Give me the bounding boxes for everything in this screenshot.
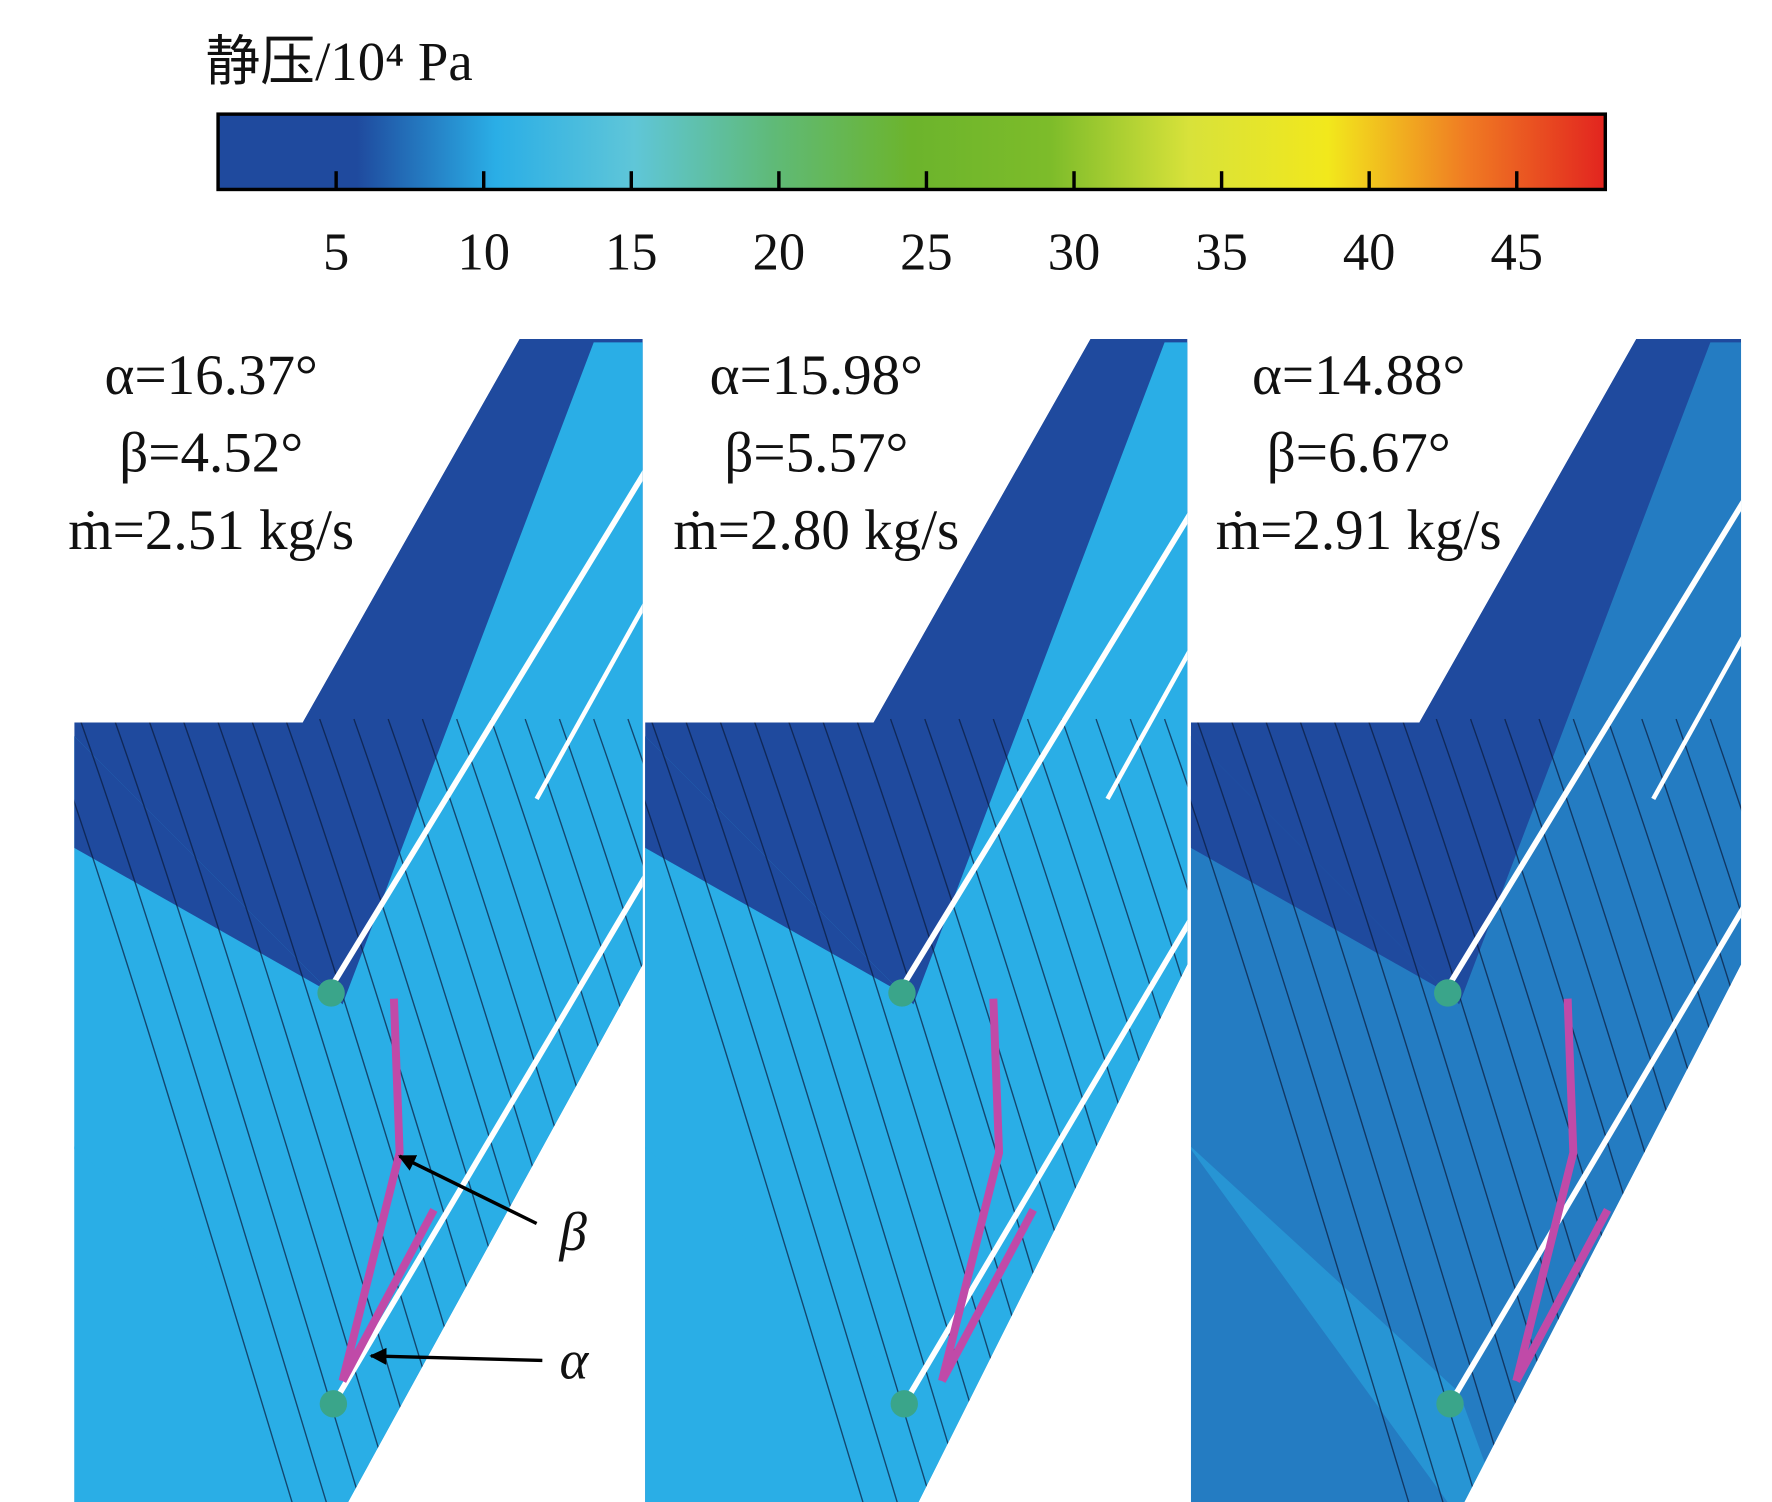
- panel-alpha: α=16.37°: [105, 344, 318, 407]
- contour-line: [79, 718, 332, 1502]
- panel-flow: ṁ=2.91 kg/s: [1216, 499, 1502, 562]
- blade: [1450, 865, 1742, 1400]
- contour-line: [1675, 718, 1742, 1502]
- contour-line: [456, 718, 643, 1502]
- colorbar-tick-label: 15: [605, 223, 658, 281]
- panel-beta: β=6.67°: [1267, 421, 1451, 484]
- contour-line: [1129, 718, 1188, 1502]
- colorbar-tick-label: 10: [457, 223, 510, 281]
- colorbar-tick-label: 30: [1048, 223, 1101, 281]
- panel-beta: β=5.57°: [724, 421, 908, 484]
- contour-line: [558, 718, 643, 1502]
- blade: [328, 460, 643, 989]
- contour-line: [113, 718, 367, 1502]
- blade: [1105, 592, 1188, 801]
- contour-line: [650, 718, 903, 1502]
- panel-alpha: α=14.88°: [1252, 344, 1465, 407]
- colorbar-title: 静压/10⁴ Pa: [206, 31, 473, 92]
- leading-edge: [1434, 979, 1462, 1007]
- contour-line: [1230, 718, 1483, 1502]
- colorbar-tick-label: 45: [1491, 223, 1544, 281]
- contour-line: [645, 718, 869, 1502]
- colorbar-tick-label: 40: [1343, 223, 1396, 281]
- colorbar-tick-label: 5: [323, 223, 349, 281]
- panel-beta: β=4.52°: [119, 421, 303, 484]
- blade: [1651, 592, 1742, 801]
- contour-band: [645, 1141, 960, 1502]
- contour-line: [1641, 718, 1742, 1502]
- contour-line: [1190, 718, 1415, 1502]
- arrow: [398, 1154, 538, 1226]
- contour-line: [593, 718, 643, 1502]
- contour-panels: α=16.37° β=4.52° ṁ=2.51 kg/s α=15.98° β=5.57…: [68, 338, 1772, 1502]
- contour-band: [645, 730, 902, 993]
- panel-alpha: α=15.98°: [710, 344, 923, 407]
- contour-line: [1264, 718, 1517, 1502]
- contour-line: [684, 718, 937, 1502]
- contour-line: [1026, 718, 1188, 1502]
- colorbar-tick-label: 35: [1195, 223, 1248, 281]
- alpha-annotation: α: [559, 1330, 589, 1391]
- contour-line: [1538, 718, 1742, 1502]
- contour-band: [74, 1141, 389, 1502]
- contour-line: [1195, 718, 1449, 1502]
- contour-line: [1298, 718, 1552, 1502]
- angle-marker: [338, 998, 438, 1383]
- blade: [1445, 460, 1742, 989]
- contour-line: [752, 718, 1006, 1502]
- angle-marker: [938, 998, 1037, 1383]
- panel-flow: ṁ=2.51 kg/s: [68, 499, 354, 562]
- leading-edge: [888, 979, 916, 1007]
- leading-edge: [319, 1390, 348, 1418]
- colorbar: [216, 112, 1608, 192]
- arrow: [369, 1347, 543, 1365]
- contour-line: [718, 718, 972, 1502]
- blade: [334, 865, 643, 1400]
- contour-line: [992, 718, 1188, 1502]
- angle-marker: [1512, 998, 1612, 1383]
- leading-edge: [317, 979, 345, 1007]
- contour-band: [1190, 1141, 1505, 1502]
- contour-line: [216, 718, 469, 1502]
- blade: [534, 592, 643, 801]
- colorbar-tick-label: 20: [753, 223, 806, 281]
- panel-flow: ṁ=2.80 kg/s: [673, 499, 959, 562]
- contour-band: [1190, 730, 1448, 993]
- leading-edge: [890, 1390, 918, 1418]
- contour-line: [182, 718, 435, 1502]
- contour-line: [1745, 719, 1772, 1502]
- contour-line: [1572, 718, 1742, 1502]
- leading-edge: [1436, 1390, 1464, 1418]
- colorbar-tick-label: 25: [900, 223, 953, 281]
- beta-annotation: β: [558, 1201, 587, 1262]
- contour-line: [1095, 718, 1188, 1502]
- contour-line: [74, 718, 298, 1502]
- blade: [899, 460, 1188, 989]
- contour-line: [1709, 718, 1742, 1502]
